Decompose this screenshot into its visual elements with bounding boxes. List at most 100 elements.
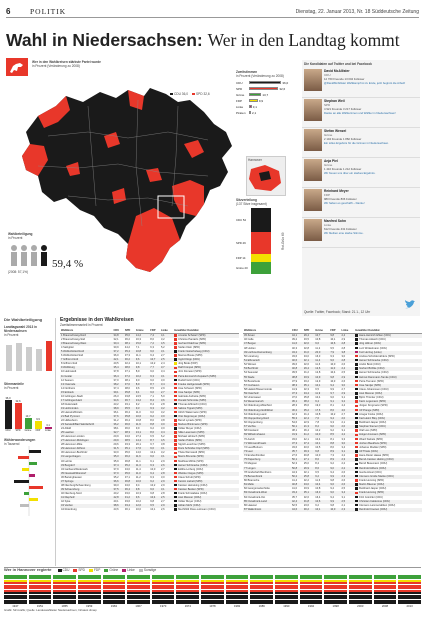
table-cell: Johanne Modder (SPD)	[354, 446, 422, 450]
cell-text: 33,9	[303, 375, 309, 379]
table-row: 79 Bersenbrück 50,2 25,8 9,2 9,9 2,3 Clemens G…	[243, 474, 422, 479]
table-cell: 6,2	[160, 435, 173, 439]
seat-block	[324, 574, 347, 577]
seat-row: FDP 14	[236, 254, 272, 262]
cell-text: 9,8	[330, 334, 334, 338]
table-cell: 50,8	[290, 466, 303, 471]
cell-text: Claus Schult (SPD)	[178, 475, 201, 479]
table-row: 50 Lüneburg 33,6 34,0 16,3 9,3 3,0 Andrea Schr…	[243, 355, 422, 359]
party-dot	[355, 425, 359, 428]
table-row: 33 Burgdorf 37,4 35,2 11,3 9,3 2,6 Heiner Schö…	[60, 463, 239, 468]
table-cell: 7,9	[329, 350, 341, 355]
cell-text: 9,1	[150, 459, 154, 463]
table-cell: 38,1	[113, 427, 124, 431]
table-cell: 14,4	[134, 439, 150, 444]
results-col-head: Gewählter Kandidat	[354, 329, 422, 335]
cell-text: Karsten Becker (SPD)	[178, 487, 204, 491]
cell-text: 56 Buxtehude	[244, 379, 261, 383]
table-cell: 2,6	[341, 479, 355, 483]
table-cell: 31,2	[113, 419, 124, 423]
table-row: 59 Osterholz 37,3 34,4 11,9 9,7 2,9 Axel Miesn…	[243, 392, 422, 397]
cell-text: 23,6	[303, 503, 309, 507]
table-cell: 2,4	[160, 362, 173, 366]
cell-text: Uwe Santjer (SPD)	[359, 383, 382, 387]
table-cell: 25,0	[303, 462, 314, 466]
table-cell: 34,0	[303, 355, 314, 359]
table-cell: 9,9	[329, 499, 341, 504]
vote-bar	[249, 104, 252, 109]
table-cell: 2,8	[340, 342, 355, 347]
table-cell: 9,6	[329, 358, 341, 364]
cell-text: 2,3	[341, 474, 346, 478]
seat-block	[299, 602, 323, 604]
table-cell: 2,8	[340, 358, 355, 364]
table-cell: 9,2	[314, 474, 330, 479]
table-cell: 5,2	[160, 346, 173, 350]
table-cell: 2,2	[340, 466, 355, 471]
party-dot	[174, 487, 178, 491]
seat-block	[151, 577, 175, 579]
candidate-text: Reinhard Meyer FDP 980 Freunde 806 Followe…	[324, 189, 418, 216]
seat-block	[348, 592, 372, 594]
seat-block	[151, 579, 175, 582]
cell-text: 79 Bersenbrück	[244, 474, 263, 478]
cell-text: Silke Lesemann (SPD)	[178, 431, 205, 435]
table-cell: 40,3	[291, 346, 303, 350]
turnout-bars-chart	[6, 341, 52, 371]
seat-block	[151, 602, 175, 604]
cell-text: 17 Göttingen/Harz	[61, 398, 83, 402]
cell-text: 12,6	[315, 367, 321, 371]
legend-label: Grüne	[109, 568, 119, 572]
cell-text: 3,1	[161, 455, 165, 459]
table-cell: 34,2	[290, 350, 303, 355]
table-cell: 64 Oldenburg-Land	[243, 413, 291, 417]
cell-text: Axel Miesner (CDU)	[178, 495, 202, 499]
table-cell: 8,4	[149, 398, 161, 403]
seat-block	[348, 597, 372, 599]
party-dot	[174, 334, 178, 337]
cell-text: 34 Garbsen/Wedemark	[61, 467, 88, 471]
share-label: CDU	[5, 429, 11, 432]
legend-cdu: CDU 36,0	[170, 92, 188, 96]
seat-block	[275, 592, 298, 594]
seat-block	[275, 577, 298, 579]
cell-text: 11,2	[315, 346, 321, 350]
cell-text: 35,4	[113, 366, 119, 370]
cell-text: 16,3	[135, 338, 141, 342]
table-cell: 41,4	[291, 479, 303, 483]
seat-block	[53, 589, 76, 592]
table-row: 85 Osnabrück-Land 42,4 31,8 10,6 9,9 2,5 Chris…	[243, 499, 422, 504]
table-cell: 52,5	[291, 504, 303, 508]
table-cell: 3,8	[160, 419, 173, 423]
cell-text: 2,9	[161, 386, 165, 390]
seat-block	[225, 589, 249, 592]
table-cell: 38,2	[112, 382, 124, 387]
cell-text: Lutz Winkelmann (CDU)	[359, 346, 388, 350]
table-cell: 41,0	[291, 487, 303, 491]
cell-text: Axel Miesner (CDU)	[359, 392, 383, 396]
table-cell: 9,4	[329, 496, 340, 500]
seat-block	[250, 597, 274, 599]
cell-text: 2,0	[341, 425, 346, 429]
table-cell: Bernd Busemann (CDU)	[354, 462, 422, 466]
seat-bar	[251, 254, 271, 262]
cell-text: Clemens Große Macke (CDU)	[359, 474, 394, 478]
table-cell: 31,4	[303, 413, 314, 417]
table-row: 63 Oldenburg-Nord/West 30,2 35,2 17,6 8,6 4,0…	[243, 408, 422, 413]
table-cell: 31,0	[302, 350, 315, 355]
seat-block	[225, 582, 249, 584]
cell-text: Thomas Ehbrecht (CDU)	[178, 402, 207, 406]
table-cell: 8,6	[329, 446, 340, 450]
table-cell: Michael Höntsch (SPD)	[173, 435, 239, 439]
table-row: 24 Alfeld 38,1 36,0 9,9 9,2 3,0 Volker Meyer (…	[60, 427, 239, 431]
cell-text: 2,7	[161, 354, 165, 358]
table-cell: 33,1	[124, 403, 135, 407]
table-cell: Norbert Böhlke (CDU)	[354, 367, 422, 372]
party-dot	[174, 402, 178, 406]
table-cell: 9,4	[329, 471, 340, 475]
seat-block	[250, 574, 274, 577]
cell-text: Rudolf Götz (CDU)	[178, 378, 200, 382]
table-cell: 33,4	[290, 491, 303, 496]
cell-text: 37,6	[113, 414, 119, 418]
cell-text: 9 Wolfsburg	[61, 366, 75, 370]
